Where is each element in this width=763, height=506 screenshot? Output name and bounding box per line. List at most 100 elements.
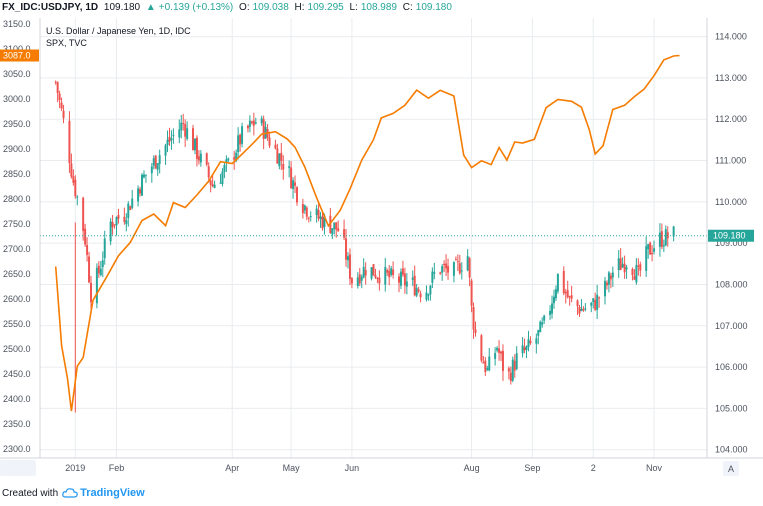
candle-body (425, 292, 428, 300)
left-price-axis: 2300.0 2350.0 2400.0 2450.0 2500.0 2550.0 2600… (0, 18, 41, 458)
candle-body (199, 153, 202, 163)
spx-line (54, 54, 680, 412)
time-tick-label: May (283, 463, 301, 473)
candle-body (568, 296, 571, 298)
candle-body (541, 322, 544, 325)
candle-body (484, 360, 487, 372)
left-tick-label: 2750.0 (3, 219, 31, 229)
change-up-icon: ▲ (145, 2, 156, 13)
candle-body (205, 153, 208, 165)
low-value: 108.989 (360, 2, 397, 13)
candle-body (619, 258, 622, 270)
candle-body (658, 232, 661, 247)
auto-scale-label: A (728, 464, 734, 474)
candle-body (345, 238, 348, 260)
legend-main-series[interactable]: U.S. Dollar / Japanese Yen, 1D, IDC (46, 26, 191, 36)
candle-body (76, 196, 79, 198)
candle-body (125, 220, 128, 225)
candle-body (101, 260, 104, 268)
candle-body (480, 335, 483, 361)
candle-body (168, 136, 171, 142)
time-axis: 2019 Feb Apr May Jun Aug Sep 2 Nov A (0, 457, 763, 480)
candle-body (403, 273, 406, 286)
usdjpy-candles (54, 80, 675, 413)
left-tick-label: 3150.0 (3, 19, 31, 29)
open-label: O: (239, 2, 250, 13)
candle-body (576, 300, 579, 307)
candle-body (384, 266, 387, 285)
candle-body (356, 277, 359, 287)
candle-body (647, 244, 650, 250)
candle-body (103, 238, 106, 259)
candle-body (62, 110, 65, 119)
candle-body (370, 267, 373, 279)
close-value: 109.180 (415, 2, 452, 13)
candle-body (625, 267, 628, 270)
candle-body (303, 205, 306, 211)
date-range-button (0, 460, 36, 476)
symbol-name[interactable]: FX_IDC:USDJPY, 1D (2, 2, 99, 13)
candle-body (233, 157, 236, 160)
candle-body (431, 271, 434, 283)
tradingview-logo[interactable]: TradingView (62, 487, 145, 499)
high-value: 109.295 (307, 2, 344, 13)
left-tick-label: 3000.0 (3, 94, 31, 104)
candle-body (219, 182, 222, 184)
time-axis-bg (0, 458, 763, 480)
candle-body (488, 356, 491, 371)
candle-body (433, 272, 436, 274)
candle-body (458, 263, 461, 274)
candle-body (182, 123, 185, 125)
candle-body (193, 138, 196, 151)
candle-body (239, 134, 242, 145)
left-axis-bg (0, 18, 40, 458)
candle-body (209, 180, 212, 185)
candle-body (417, 289, 420, 292)
candle-body (88, 256, 91, 283)
candle-body (350, 278, 353, 284)
candle-body (525, 346, 528, 351)
candle-body (470, 280, 473, 306)
candle-body (468, 258, 471, 278)
candle-body (378, 277, 381, 284)
plot-background (0, 18, 763, 458)
legend-compare-series[interactable]: SPX, TVC (46, 38, 87, 48)
left-tick-label: 2600.0 (3, 294, 31, 304)
candle-body (415, 287, 418, 296)
candle-body (392, 269, 395, 275)
right-tick-label: 105.000 (715, 403, 748, 413)
candle-body (141, 174, 144, 196)
candle-body (582, 308, 585, 311)
candle-body (292, 180, 295, 189)
candle-body (592, 298, 595, 303)
candle-body (237, 135, 240, 153)
candle-body (129, 206, 132, 210)
time-tick-label: Aug (464, 463, 480, 473)
right-tick-label: 111.000 (715, 156, 746, 166)
candle-body (170, 138, 173, 141)
candle-body (225, 159, 228, 163)
candle-body (195, 137, 198, 159)
candle-body (399, 271, 402, 286)
candle-body (445, 263, 448, 269)
candle-body (268, 137, 271, 146)
footer: Created with TradingView (2, 487, 145, 499)
candle-body (180, 122, 183, 131)
candle-body (95, 267, 98, 304)
candle-body (278, 153, 281, 167)
left-tick-label: 2500.0 (3, 344, 31, 354)
candle-body (323, 215, 326, 228)
low-label: L: (349, 2, 358, 13)
spx-current-badge (0, 49, 39, 62)
candle-body (144, 174, 147, 176)
candle-body (262, 119, 265, 140)
candle-body (294, 182, 297, 186)
candle-body (70, 163, 73, 177)
candle-body (580, 308, 583, 312)
left-tick-label: 3050.0 (3, 69, 31, 79)
candle-body (570, 295, 573, 299)
left-tick-label: 2950.0 (3, 119, 31, 129)
candle-body (429, 285, 432, 295)
candle-body (443, 263, 446, 266)
candle-body (111, 222, 114, 228)
